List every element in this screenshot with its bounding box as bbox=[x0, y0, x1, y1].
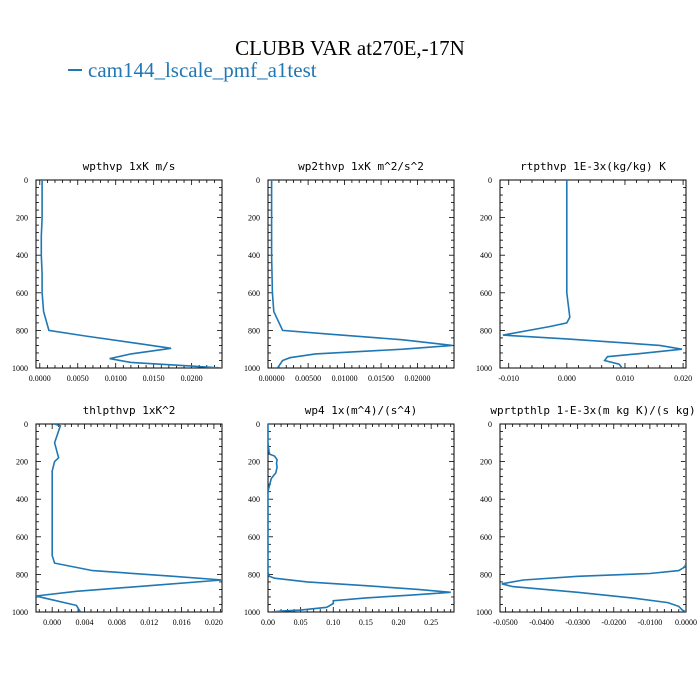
y-tick-label: 0 bbox=[24, 420, 28, 429]
x-tick-label: 0.016 bbox=[173, 618, 191, 627]
legend-line-swatch bbox=[68, 69, 82, 72]
x-tick-label: 0.10 bbox=[326, 618, 340, 627]
x-tick-label: 0.004 bbox=[76, 618, 94, 627]
x-tick-label: 0.02000 bbox=[405, 374, 431, 383]
legend: cam144_lscale_pmf_a1test bbox=[68, 58, 317, 83]
x-tick-label: 0.00000 bbox=[259, 374, 285, 383]
plot-frame bbox=[267, 423, 455, 613]
plot-frame bbox=[267, 179, 455, 369]
y-tick-label: 800 bbox=[248, 570, 260, 579]
y-tick-label: 0 bbox=[488, 420, 492, 429]
x-tick-label: 0.000 bbox=[558, 374, 576, 383]
x-tick-label: 0.0050 bbox=[67, 374, 89, 383]
page-title: CLUBB VAR at270E,-17N bbox=[235, 36, 465, 60]
y-tick-label: 400 bbox=[16, 251, 28, 260]
y-tick-label: 1000 bbox=[476, 364, 492, 373]
y-tick-label: 800 bbox=[480, 326, 492, 335]
y-tick-label: 0 bbox=[256, 176, 260, 185]
x-tick-label: 0.05 bbox=[294, 618, 308, 627]
plot-panel-3: rtpthvp 1E-3x(kg/kg) K 0 200 400 600 800 1000-… bbox=[476, 160, 692, 383]
y-tick-label: 200 bbox=[248, 214, 260, 223]
x-tick-label: 0.0200 bbox=[181, 374, 203, 383]
y-tick-label: 200 bbox=[16, 214, 28, 223]
series-line bbox=[501, 424, 686, 612]
y-tick-label: 0 bbox=[488, 176, 492, 185]
y-tick-label: 400 bbox=[248, 495, 260, 504]
series-line bbox=[268, 424, 451, 612]
y-tick-label: 800 bbox=[16, 326, 28, 335]
x-tick-label: 0.010 bbox=[616, 374, 634, 383]
series-line bbox=[502, 180, 683, 368]
y-tick-label: 600 bbox=[480, 289, 492, 298]
plot-frame bbox=[499, 179, 687, 369]
x-tick-label: 0.0100 bbox=[105, 374, 127, 383]
y-tick-label: 0 bbox=[24, 176, 28, 185]
plot-panel-4: thlpthvp 1xK^2 0 200 400 600 800 1000 0.000 0.00… bbox=[12, 404, 223, 627]
plot-title: wp4 1x(m^4)/(s^4) bbox=[305, 404, 418, 417]
x-tick-label: -0.0100 bbox=[638, 618, 663, 627]
x-tick-label: 0.012 bbox=[140, 618, 158, 627]
plot-frame bbox=[35, 179, 223, 369]
y-tick-label: 200 bbox=[16, 458, 28, 467]
x-tick-label: 0.020 bbox=[205, 618, 223, 627]
plot-title: wprtpthlp 1-E-3x(m kg K)/(s kg) bbox=[490, 404, 695, 417]
x-tick-label: -0.0400 bbox=[529, 618, 554, 627]
series-line bbox=[36, 424, 222, 612]
x-tick-label: 0.0150 bbox=[143, 374, 165, 383]
y-tick-label: 1000 bbox=[476, 608, 492, 617]
x-tick-label: 0.0000 bbox=[29, 374, 51, 383]
y-tick-label: 200 bbox=[248, 458, 260, 467]
plot-title: rtpthvp 1E-3x(kg/kg) K bbox=[520, 160, 666, 173]
x-tick-label: 0.01000 bbox=[332, 374, 358, 383]
plot-panel-2: wp2thvp 1xK m^2/s^2020040060080010000.00… bbox=[244, 160, 455, 383]
x-tick-label: 0.00500 bbox=[295, 374, 321, 383]
y-tick-label: 400 bbox=[16, 495, 28, 504]
x-tick-label: 0.25 bbox=[424, 618, 438, 627]
y-tick-label: 1000 bbox=[244, 608, 260, 617]
y-tick-label: 400 bbox=[480, 251, 492, 260]
x-tick-label: 0.20 bbox=[392, 618, 406, 627]
y-tick-label: 1000 bbox=[12, 364, 28, 373]
y-tick-label: 600 bbox=[248, 289, 260, 298]
y-tick-label: 800 bbox=[480, 570, 492, 579]
x-tick-label: 0.020 bbox=[674, 374, 692, 383]
y-tick-label: 0 bbox=[256, 420, 260, 429]
x-tick-label: -0.010 bbox=[498, 374, 519, 383]
plot-title: wpthvp 1xK m/s bbox=[83, 160, 176, 173]
plot-panel-6: wprtpthlp 1-E-3x(m kg K)/(s kg) 0 200 400 60… bbox=[476, 404, 697, 627]
x-tick-label: 0.15 bbox=[359, 618, 373, 627]
plot-title: wp2thvp 1xK m^2/s^2 bbox=[298, 160, 424, 173]
plot-frame bbox=[499, 423, 687, 613]
y-tick-label: 600 bbox=[16, 533, 28, 542]
y-tick-label: 800 bbox=[16, 570, 28, 579]
x-tick-label: -0.0300 bbox=[565, 618, 590, 627]
y-tick-label: 600 bbox=[480, 533, 492, 542]
series-line bbox=[270, 180, 453, 368]
y-tick-label: 600 bbox=[16, 289, 28, 298]
plot-frame bbox=[35, 423, 223, 613]
x-tick-label: 0.0000 bbox=[675, 618, 697, 627]
x-tick-label: 0.000 bbox=[43, 618, 61, 627]
x-tick-label: -0.0200 bbox=[601, 618, 626, 627]
x-tick-label: 0.008 bbox=[108, 618, 126, 627]
x-tick-label: 0.00 bbox=[261, 618, 275, 627]
y-tick-label: 800 bbox=[248, 326, 260, 335]
x-tick-label: 0.01500 bbox=[368, 374, 394, 383]
y-tick-label: 200 bbox=[480, 458, 492, 467]
y-tick-label: 600 bbox=[248, 533, 260, 542]
x-tick-label: -0.0500 bbox=[493, 618, 518, 627]
y-tick-label: 400 bbox=[248, 251, 260, 260]
plot-title: thlpthvp 1xK^2 bbox=[83, 404, 176, 417]
series-line bbox=[40, 180, 222, 368]
y-tick-label: 1000 bbox=[12, 608, 28, 617]
y-tick-label: 1000 bbox=[244, 364, 260, 373]
legend-label: cam144_lscale_pmf_a1test bbox=[88, 58, 317, 82]
y-tick-label: 400 bbox=[480, 495, 492, 504]
y-tick-label: 200 bbox=[480, 214, 492, 223]
